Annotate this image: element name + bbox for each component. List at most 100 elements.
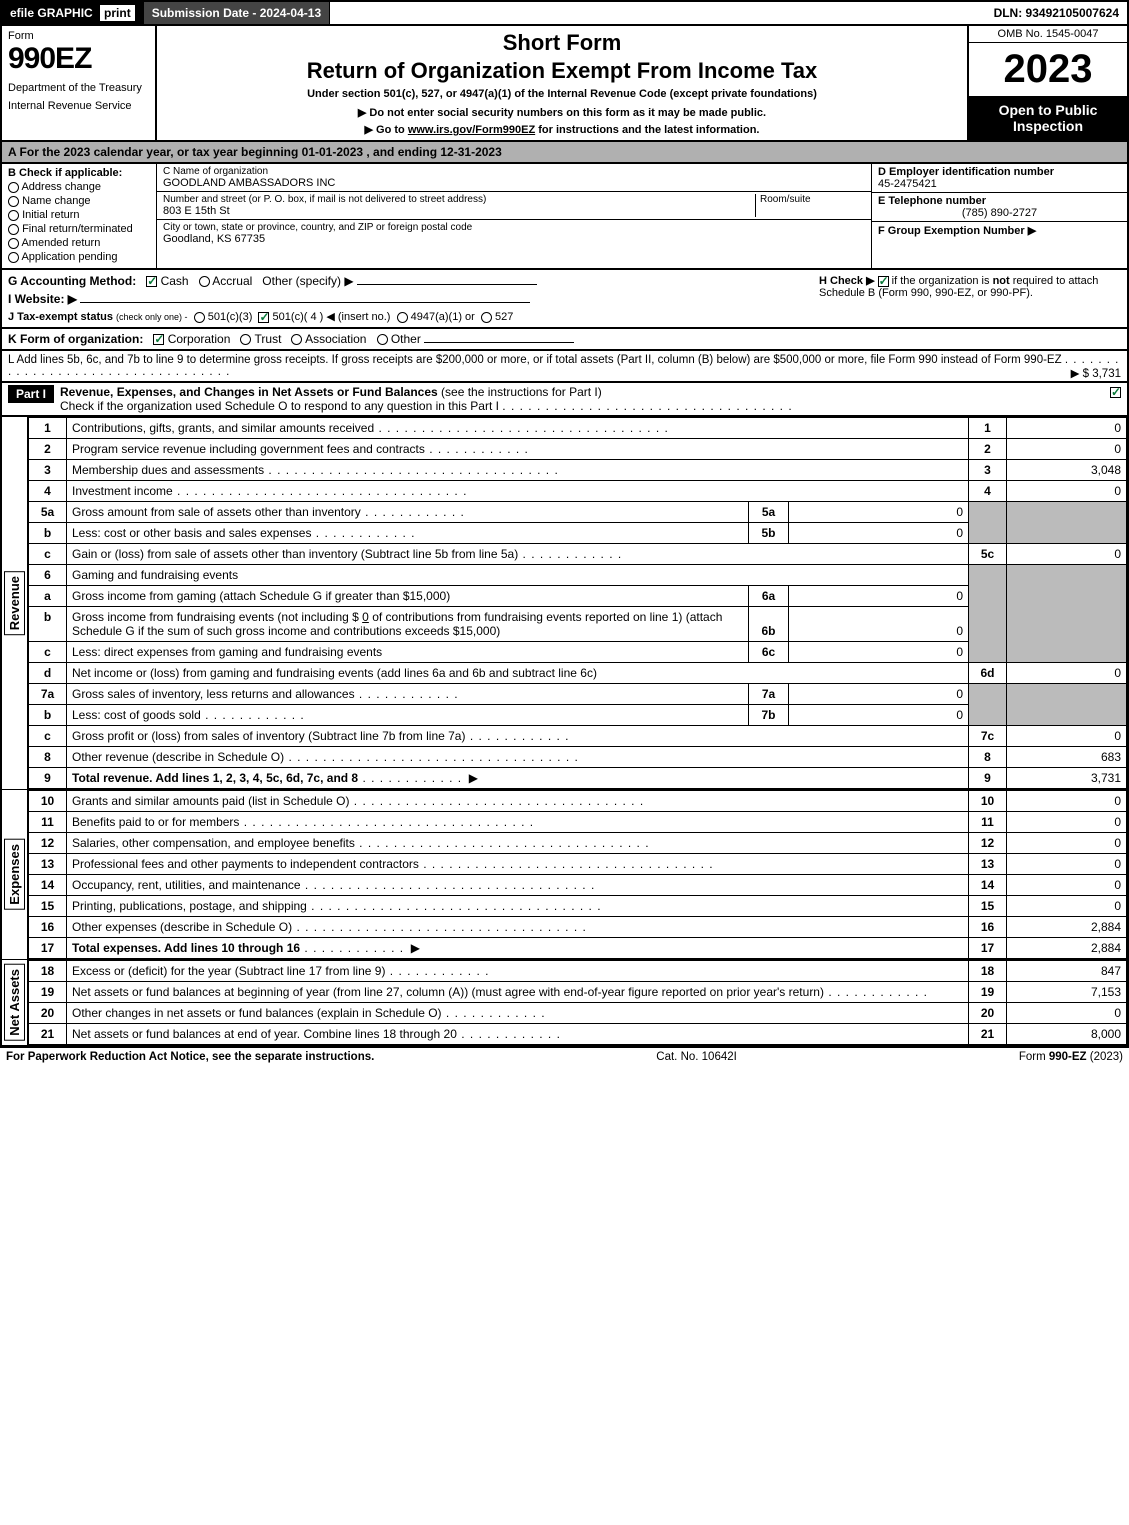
- irs-link[interactable]: www.irs.gov/Form990EZ: [408, 124, 535, 136]
- line-11: 11Benefits paid to or for members110: [29, 812, 1127, 833]
- dln: DLN: 93492105007624: [986, 2, 1127, 24]
- form-label: Form: [8, 30, 149, 42]
- g-label: G Accounting Method:: [8, 274, 136, 288]
- check-final-return[interactable]: Final return/terminated: [8, 223, 150, 235]
- section-l: L Add lines 5b, 6c, and 7b to line 9 to …: [0, 351, 1129, 383]
- part-i-instr: (see the instructions for Part I): [441, 385, 602, 399]
- check-other-org[interactable]: [377, 334, 388, 345]
- short-form-title: Short Form: [167, 30, 957, 56]
- line-7b: bLess: cost of goods sold7b0: [29, 705, 1127, 726]
- street-cell: Number and street (or P. O. box, if mail…: [157, 192, 871, 220]
- other-method-input[interactable]: [357, 284, 537, 285]
- section-def: D Employer identification number 45-2475…: [872, 164, 1127, 268]
- city-label: City or town, state or province, country…: [163, 222, 865, 233]
- line-6a: aGross income from gaming (attach Schedu…: [29, 586, 1127, 607]
- org-name: GOODLAND AMBASSADORS INC: [163, 177, 865, 189]
- netassets-table: 18Excess or (deficit) for the year (Subt…: [28, 960, 1127, 1045]
- line-7a: 7aGross sales of inventory, less returns…: [29, 684, 1127, 705]
- city: Goodland, KS 67735: [163, 233, 865, 245]
- org-name-label: C Name of organization: [163, 166, 865, 177]
- dept-treasury: Department of the Treasury: [8, 82, 149, 94]
- line-14: 14Occupancy, rent, utilities, and mainte…: [29, 875, 1127, 896]
- section-k: K Form of organization: Corporation Trus…: [0, 329, 1129, 351]
- check-h[interactable]: [878, 276, 889, 287]
- check-cash[interactable]: [146, 276, 157, 287]
- line-a: A For the 2023 calendar year, or tax yea…: [2, 142, 1127, 162]
- dept-irs: Internal Revenue Service: [8, 100, 149, 112]
- revenue-table: 1Contributions, gifts, grants, and simil…: [28, 417, 1127, 789]
- section-b-to-f: B Check if applicable: Address change Na…: [0, 164, 1129, 270]
- check-address-change[interactable]: Address change: [8, 181, 150, 193]
- group-exemption-label: F Group Exemption Number ▶: [878, 224, 1121, 237]
- check-name-change[interactable]: Name change: [8, 195, 150, 207]
- other-org-input[interactable]: [424, 342, 574, 343]
- line-12: 12Salaries, other compensation, and empl…: [29, 833, 1127, 854]
- h-label: H Check ▶: [819, 275, 875, 287]
- check-501c[interactable]: [258, 312, 269, 323]
- check-4947[interactable]: [397, 312, 408, 323]
- line-6c: cLess: direct expenses from gaming and f…: [29, 642, 1127, 663]
- check-accrual[interactable]: [199, 276, 210, 287]
- website-input[interactable]: [80, 302, 530, 303]
- revenue-wrapper: Revenue 1Contributions, gifts, grants, a…: [0, 417, 1129, 789]
- line-2: 2Program service revenue including gover…: [29, 439, 1127, 460]
- group-exemption-cell: F Group Exemption Number ▶: [872, 222, 1127, 268]
- line-15: 15Printing, publications, postage, and s…: [29, 896, 1127, 917]
- org-name-cell: C Name of organization GOODLAND AMBASSAD…: [157, 164, 871, 192]
- j-sub: (check only one) -: [116, 312, 188, 322]
- instructions-link-line: ▶ Go to www.irs.gov/Form990EZ for instru…: [167, 123, 957, 136]
- part-i-badge: Part I: [8, 385, 54, 403]
- netassets-side-label: Net Assets: [2, 960, 28, 1045]
- line-18: 18Excess or (deficit) for the year (Subt…: [29, 961, 1127, 982]
- footer-center: Cat. No. 10642I: [656, 1051, 737, 1063]
- expenses-wrapper: Expenses 10Grants and similar amounts pa…: [0, 789, 1129, 959]
- l-text: L Add lines 5b, 6c, and 7b to line 9 to …: [8, 354, 1062, 366]
- k-label: K Form of organization:: [8, 332, 143, 346]
- line-3: 3Membership dues and assessments33,048: [29, 460, 1127, 481]
- part-i-desc: Revenue, Expenses, and Changes in Net As…: [60, 385, 1110, 413]
- check-trust[interactable]: [240, 334, 251, 345]
- print-button[interactable]: print: [100, 5, 135, 21]
- line-21: 21Net assets or fund balances at end of …: [29, 1024, 1127, 1045]
- part-i-check-line: Check if the organization used Schedule …: [60, 399, 499, 413]
- form-number: 990EZ: [8, 42, 149, 76]
- subtitle: Under section 501(c), 527, or 4947(a)(1)…: [167, 88, 957, 100]
- street: 803 E 15th St: [163, 205, 755, 217]
- revenue-side-label: Revenue: [2, 417, 28, 789]
- line-6: 6Gaming and fundraising events: [29, 565, 1127, 586]
- check-527[interactable]: [481, 312, 492, 323]
- line-8: 8Other revenue (describe in Schedule O)8…: [29, 747, 1127, 768]
- check-application-pending[interactable]: Application pending: [8, 251, 150, 263]
- ssn-note: ▶ Do not enter social security numbers o…: [167, 106, 957, 119]
- check-501c3[interactable]: [194, 312, 205, 323]
- line-6d: dNet income or (loss) from gaming and fu…: [29, 663, 1127, 684]
- check-corporation[interactable]: [153, 334, 164, 345]
- l-amount: ▶ $ 3,731: [1071, 366, 1121, 380]
- line-19: 19Net assets or fund balances at beginni…: [29, 982, 1127, 1003]
- part-i-header-row: Part I Revenue, Expenses, and Changes in…: [0, 383, 1129, 417]
- line-9: 9Total revenue. Add lines 1, 2, 3, 4, 5c…: [29, 768, 1127, 789]
- open-inspection: Open to Public Inspection: [969, 96, 1127, 140]
- phone-label: E Telephone number: [878, 195, 1121, 207]
- tax-year: 2023: [969, 43, 1127, 96]
- line-1: 1Contributions, gifts, grants, and simil…: [29, 418, 1127, 439]
- check-association[interactable]: [291, 334, 302, 345]
- ein-cell: D Employer identification number 45-2475…: [872, 164, 1127, 193]
- header-left: Form 990EZ Department of the Treasury In…: [2, 26, 157, 140]
- ein-label: D Employer identification number: [878, 166, 1121, 178]
- j-label: J Tax-exempt status: [8, 311, 113, 323]
- link-post: for instructions and the latest informat…: [535, 124, 759, 136]
- section-b-header: B Check if applicable:: [8, 167, 150, 179]
- street-label: Number and street (or P. O. box, if mail…: [163, 194, 755, 205]
- check-schedule-o-part-i[interactable]: [1110, 387, 1121, 398]
- efile-badge: efile GRAPHIC print: [2, 2, 144, 24]
- line-7c: cGross profit or (loss) from sales of in…: [29, 726, 1127, 747]
- section-h: H Check ▶ if the organization is not req…: [819, 274, 1119, 299]
- section-b: B Check if applicable: Address change Na…: [2, 164, 157, 268]
- section-c: C Name of organization GOODLAND AMBASSAD…: [157, 164, 872, 268]
- check-initial-return[interactable]: Initial return: [8, 209, 150, 221]
- expenses-table: 10Grants and similar amounts paid (list …: [28, 790, 1127, 959]
- line-20: 20Other changes in net assets or fund ba…: [29, 1003, 1127, 1024]
- footer-right: Form 990-EZ (2023): [1019, 1051, 1123, 1063]
- check-amended-return[interactable]: Amended return: [8, 237, 150, 249]
